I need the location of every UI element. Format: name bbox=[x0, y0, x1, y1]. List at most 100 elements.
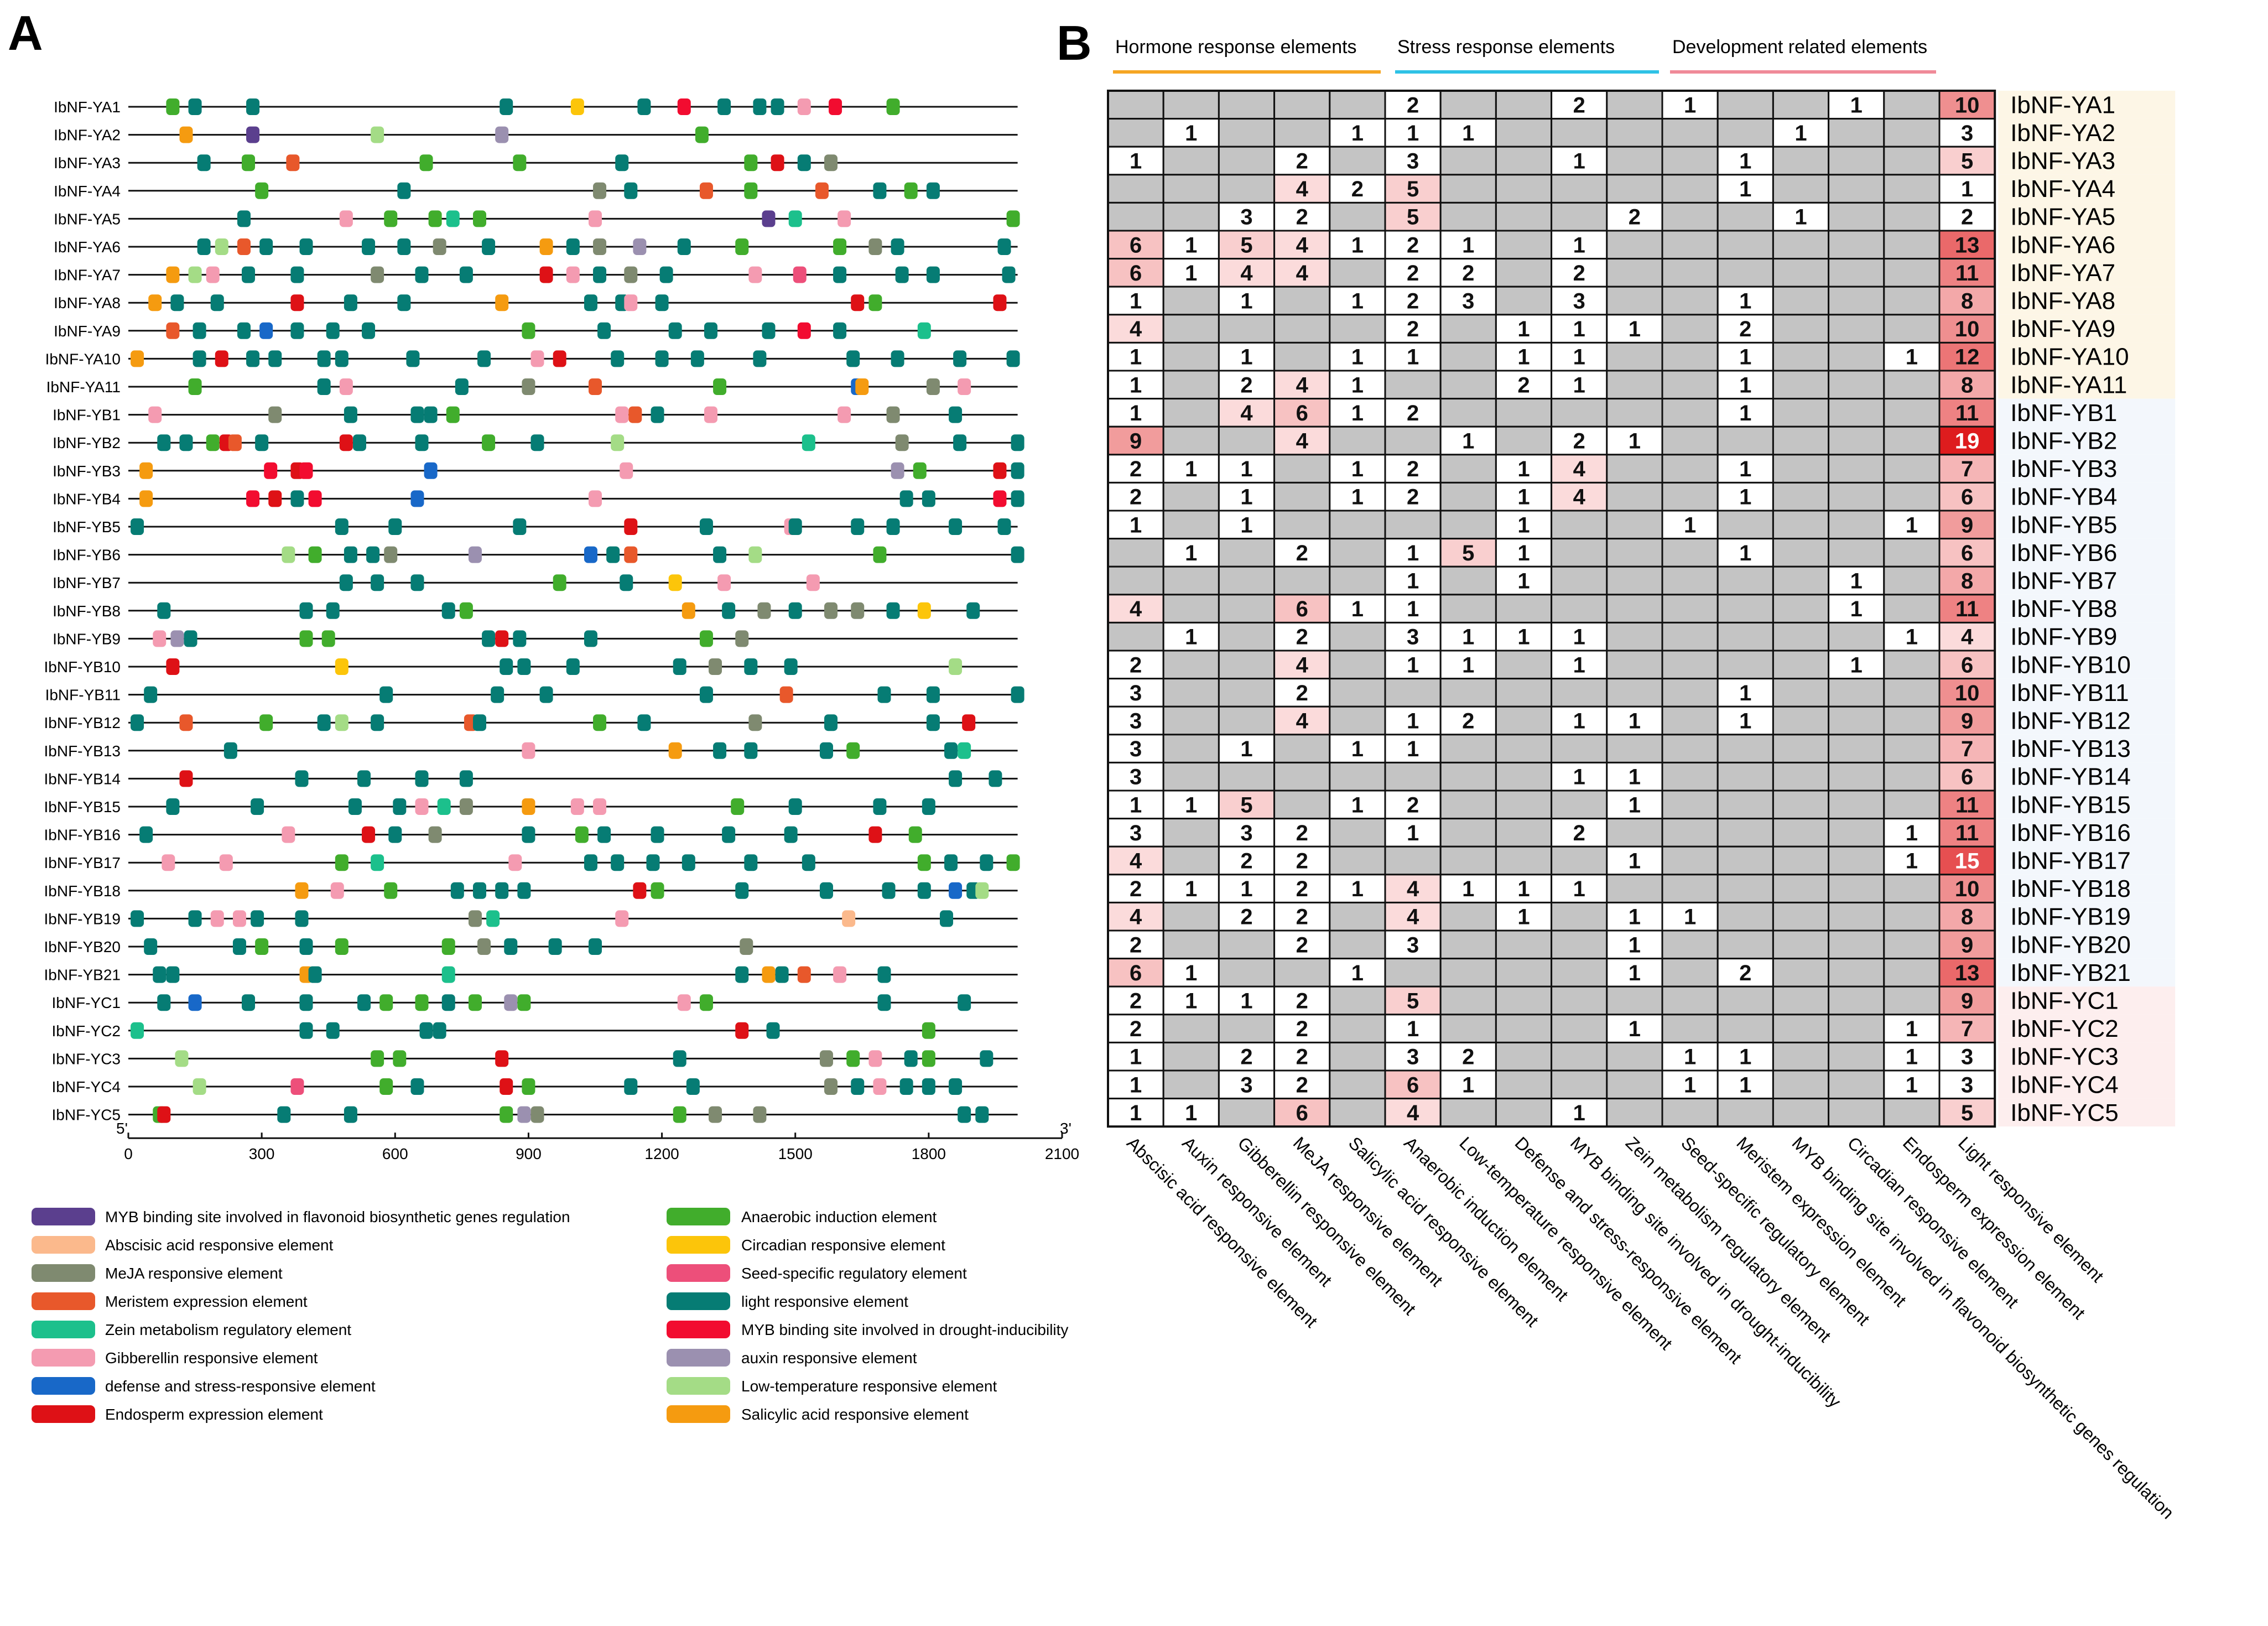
heatmap-cell bbox=[1606, 146, 1663, 176]
heatmap-cell bbox=[1661, 510, 1719, 540]
heatmap-cell bbox=[1329, 678, 1386, 708]
gene-label-ibnf-yb18: IbNF-YB18 bbox=[44, 882, 121, 900]
element-marker-zein-metabolism-regulatory-element bbox=[131, 1022, 144, 1039]
gene-label-ibnf-yb17: IbNF-YB17 bbox=[44, 854, 121, 871]
heatmap-cell bbox=[1772, 901, 1830, 932]
row-band bbox=[1998, 91, 2176, 119]
element-marker-gibberellin-responsive-element bbox=[206, 266, 220, 283]
heatmap-cell bbox=[1883, 398, 1941, 428]
element-marker-abscisic-acid-responsive-element bbox=[842, 910, 856, 927]
element-marker-light-responsive-element bbox=[922, 490, 935, 507]
heatmap-cell bbox=[1162, 650, 1220, 680]
element-marker-myb-binding-site-involved-in-drought-inducibility bbox=[829, 98, 842, 115]
cell-value: 1 bbox=[1462, 625, 1474, 650]
heatmap-cell bbox=[1883, 705, 1941, 736]
element-marker-light-responsive-element bbox=[766, 1022, 780, 1039]
element-marker-light-responsive-element bbox=[166, 798, 180, 815]
heatmap-cell bbox=[1716, 201, 1774, 232]
element-marker-light-responsive-element bbox=[886, 602, 900, 619]
element-marker-meja-responsive-element bbox=[748, 714, 762, 731]
element-marker-anaerobic-induction-element bbox=[651, 882, 664, 899]
heatmap-cell bbox=[1938, 901, 1996, 932]
cell-value: 1 bbox=[1739, 373, 1751, 397]
heatmap-cell bbox=[1273, 789, 1331, 820]
row-band bbox=[1998, 202, 2176, 231]
cell-value: 1 bbox=[1407, 121, 1419, 146]
element-marker-light-responsive-element bbox=[744, 742, 758, 759]
heatmap-cell bbox=[1273, 258, 1331, 288]
heatmap-cell bbox=[1716, 565, 1774, 596]
cell-value: 1 bbox=[1240, 989, 1252, 1014]
element-marker-meja-responsive-element bbox=[868, 238, 882, 255]
row-band bbox=[1998, 958, 2176, 987]
element-marker-salicylic-acid-responsive-element bbox=[131, 350, 144, 367]
row-band bbox=[1998, 231, 2176, 259]
cell-value: 1 bbox=[1739, 289, 1751, 314]
cell-value: 6 bbox=[1296, 401, 1308, 425]
element-marker-light-responsive-element bbox=[833, 322, 847, 339]
heatmap-cell bbox=[1439, 230, 1497, 260]
heatmap-cell bbox=[1828, 341, 1885, 372]
heatmap-cell bbox=[1439, 398, 1497, 428]
element-marker-gibberellin-responsive-element bbox=[330, 882, 344, 899]
cell-value: 1 bbox=[1185, 793, 1197, 817]
element-marker-gibberellin-responsive-element bbox=[615, 406, 629, 423]
heatmap-cell bbox=[1883, 594, 1941, 624]
element-marker-auxin-responsive-element bbox=[891, 462, 904, 479]
element-marker-zein-metabolism-regulatory-element bbox=[486, 910, 500, 927]
element-marker-light-responsive-element bbox=[824, 714, 838, 731]
gene-label-ibnf-yb9: IbNF-YB9 bbox=[53, 630, 121, 647]
heatmap-cell bbox=[1329, 201, 1386, 232]
heatmap-cell bbox=[1551, 901, 1608, 932]
element-marker-light-responsive-element bbox=[473, 882, 487, 899]
cell-value: 11 bbox=[1955, 597, 1979, 621]
cell-value: 2 bbox=[1739, 961, 1751, 985]
cell-value: 8 bbox=[1961, 905, 1973, 929]
heatmap-cell bbox=[1828, 174, 1885, 204]
gene-label-ibnf-yc2: IbNF-YC2 bbox=[52, 1022, 121, 1040]
cell-value: 1 bbox=[1629, 1017, 1641, 1041]
x-tick-label: 1500 bbox=[778, 1145, 813, 1162]
element-marker-anaerobic-induction-element bbox=[259, 714, 273, 731]
cell-value: 1 bbox=[1130, 345, 1142, 370]
element-marker-anaerobic-induction-element bbox=[695, 126, 709, 143]
element-marker-light-responsive-element bbox=[410, 1078, 424, 1095]
heatmap-cell bbox=[1495, 874, 1553, 903]
element-marker-anaerobic-induction-element bbox=[904, 182, 918, 199]
element-marker-low-temperature-responsive-element bbox=[335, 714, 348, 731]
element-marker-anaerobic-induction-element bbox=[744, 154, 758, 172]
cell-value: 5 bbox=[1407, 989, 1419, 1014]
group-label-development-related-elements: Development related elements bbox=[1672, 37, 1927, 58]
heatmap-cell bbox=[1716, 789, 1774, 820]
cell-value: 1 bbox=[1629, 317, 1641, 341]
heatmap-cell bbox=[1772, 90, 1830, 120]
heatmap-cell bbox=[1772, 958, 1830, 988]
element-marker-salicylic-acid-responsive-element bbox=[166, 266, 180, 283]
gene-label-ibnf-yb3: IbNF-YB3 bbox=[53, 463, 121, 480]
legend-swatch-seed-specific-regulatory-element bbox=[667, 1264, 730, 1282]
heatmap-cell bbox=[1551, 90, 1608, 120]
element-marker-light-responsive-element bbox=[259, 238, 273, 255]
group-label-stress-response-elements: Stress response elements bbox=[1397, 37, 1615, 58]
heatmap-cell bbox=[1716, 90, 1774, 120]
heatmap-cell bbox=[1772, 1098, 1830, 1128]
element-marker-endosperm-expression-element bbox=[993, 462, 1007, 479]
heatmap-cell bbox=[1329, 845, 1386, 876]
heatmap-cell bbox=[1772, 845, 1830, 876]
cell-value: 5 bbox=[1407, 205, 1419, 230]
element-marker-low-temperature-responsive-element bbox=[748, 546, 762, 563]
heatmap-cell bbox=[1162, 510, 1220, 540]
element-marker-light-responsive-element bbox=[290, 266, 304, 283]
element-marker-light-responsive-element bbox=[179, 434, 193, 451]
heatmap-cell bbox=[1883, 565, 1941, 596]
heatmap-cell bbox=[1107, 845, 1164, 876]
heatmap-cell bbox=[1551, 678, 1608, 708]
element-marker-meja-responsive-element bbox=[530, 1106, 544, 1123]
element-marker-meja-responsive-element bbox=[428, 826, 442, 843]
cell-value: 1 bbox=[1739, 1045, 1751, 1069]
heatmap-cell bbox=[1828, 789, 1885, 820]
cell-value: 2 bbox=[1296, 625, 1308, 650]
element-marker-light-responsive-element bbox=[371, 714, 384, 731]
heatmap-cell bbox=[1273, 594, 1331, 624]
element-marker-light-responsive-element bbox=[357, 770, 371, 787]
